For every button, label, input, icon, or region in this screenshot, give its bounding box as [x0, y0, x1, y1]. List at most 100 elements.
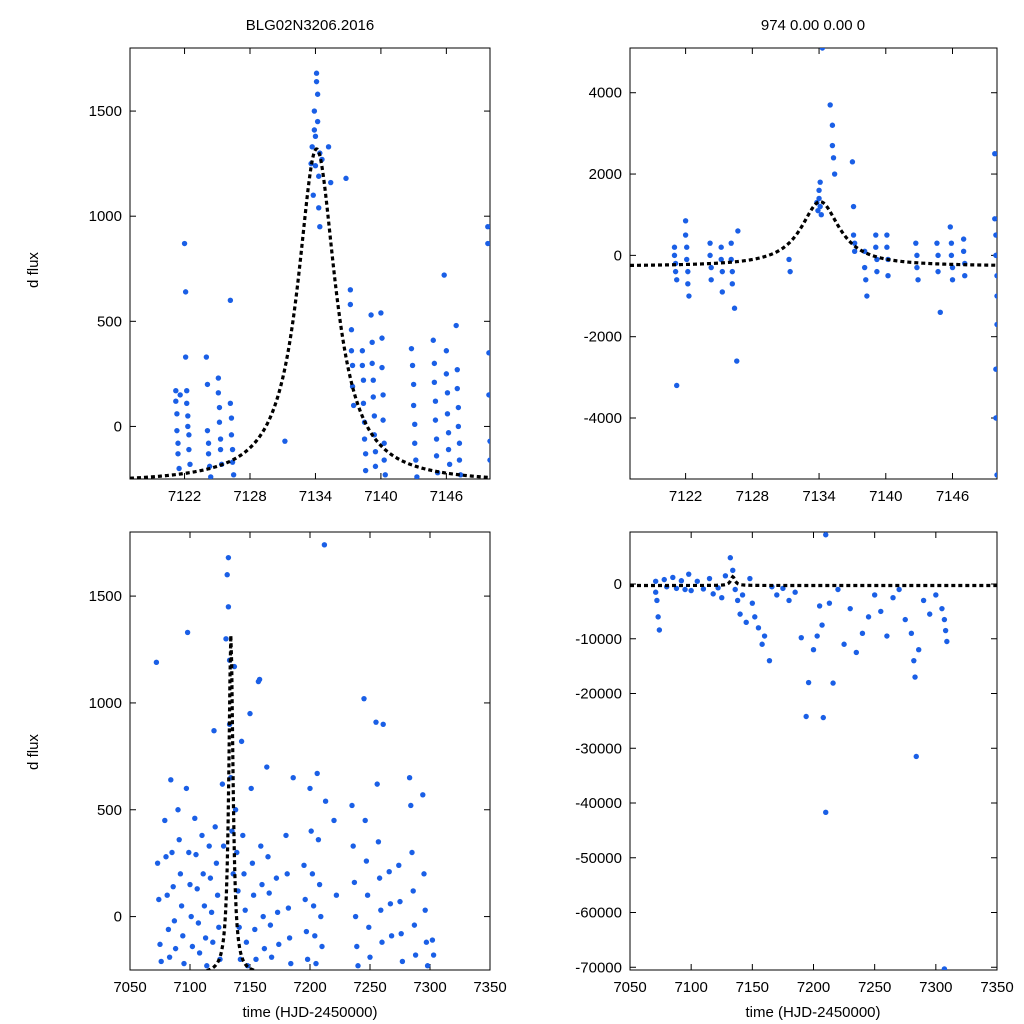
data-point [688, 587, 694, 594]
data-point [708, 277, 714, 283]
data-point [413, 457, 419, 463]
data-point [181, 240, 188, 247]
data-point [165, 926, 172, 933]
data-point [174, 427, 180, 434]
data-point [175, 807, 181, 813]
data-point [654, 597, 660, 604]
data-point [333, 892, 340, 898]
data-point [168, 777, 174, 783]
data-point [312, 163, 319, 169]
data-point [316, 881, 323, 888]
data-point [369, 339, 375, 346]
data-point [322, 798, 329, 804]
data-point [729, 281, 736, 287]
data-point [485, 224, 490, 230]
x-tick-label: 7150 [233, 979, 266, 996]
data-point [194, 886, 200, 892]
data-point [731, 305, 738, 311]
data-point [652, 589, 659, 595]
data-point [719, 268, 726, 275]
data-point [671, 252, 678, 259]
model-fit-curve [630, 574, 997, 588]
model-fit-curve [630, 200, 997, 267]
data-point [202, 935, 209, 941]
data-point [847, 605, 853, 612]
data-point [247, 710, 253, 717]
data-point [851, 240, 858, 246]
data-point [761, 633, 768, 639]
data-point [379, 335, 385, 341]
data-point [229, 446, 236, 453]
data-point [456, 440, 463, 446]
data-point [914, 252, 920, 259]
data-point [992, 216, 997, 222]
data-point [223, 636, 229, 642]
data-point [817, 203, 823, 210]
data-point [411, 922, 418, 928]
data-point [328, 179, 334, 186]
model-fit-curve [130, 147, 490, 479]
plot-frame [629, 47, 998, 480]
data-point [354, 943, 360, 950]
data-point [184, 400, 190, 407]
data-point [410, 381, 417, 388]
data-point [661, 576, 667, 583]
data-point [169, 849, 175, 856]
y-tick-label: -20000 [575, 686, 622, 703]
data-point [682, 218, 689, 224]
data-point [412, 421, 418, 428]
data-point [188, 913, 194, 920]
data-point [201, 903, 208, 909]
data-point [805, 679, 812, 686]
data-point [224, 572, 230, 578]
panel-title: 974 0.00 0.00 0 [761, 17, 865, 34]
data-point [200, 871, 206, 877]
data-point [743, 619, 749, 626]
data-point [215, 390, 222, 396]
panel-bottom-right: time (HJD-2450000) 7050 7100 7150 7200 7250 7… [575, 531, 1014, 1021]
data-point [949, 277, 956, 283]
data-point [261, 945, 268, 952]
data-point [798, 634, 804, 641]
data-point [153, 659, 160, 666]
data-point [166, 954, 173, 960]
data-point [430, 337, 436, 343]
data-point [408, 345, 415, 352]
data-point [412, 440, 418, 446]
data-point [265, 854, 271, 860]
data-point [874, 268, 880, 275]
data-point [878, 608, 884, 615]
data-point [225, 604, 232, 610]
data-point [915, 277, 921, 283]
panel-top-right: 974 0.00 0.00 0 7122 7128 7134 7140 7146 -400… [584, 17, 998, 505]
data-point [829, 122, 836, 128]
data-point [815, 207, 821, 214]
data-point [217, 436, 224, 442]
data-point [180, 933, 186, 939]
data-point [960, 236, 967, 242]
data-point [408, 802, 414, 809]
data-point [347, 301, 354, 308]
data-point [249, 860, 256, 866]
data-point [913, 753, 919, 760]
data-point [730, 567, 736, 574]
data-point [939, 605, 945, 612]
data-point [908, 630, 915, 636]
data-point [816, 187, 822, 194]
data-point [343, 175, 349, 182]
x-tick-label: 7128 [233, 488, 266, 505]
data-point [220, 843, 227, 849]
data-point [171, 918, 178, 924]
data-point [937, 309, 943, 315]
data-point [350, 402, 357, 409]
x-tick-label: 7134 [802, 488, 835, 505]
data-point [655, 614, 661, 620]
data-point [684, 244, 690, 250]
data-point [267, 922, 274, 928]
data-point [388, 933, 395, 939]
x-tick-label: 7300 [413, 979, 446, 996]
data-point [360, 377, 367, 383]
x-tick-label: 7140 [364, 488, 397, 505]
data-point [735, 228, 741, 234]
